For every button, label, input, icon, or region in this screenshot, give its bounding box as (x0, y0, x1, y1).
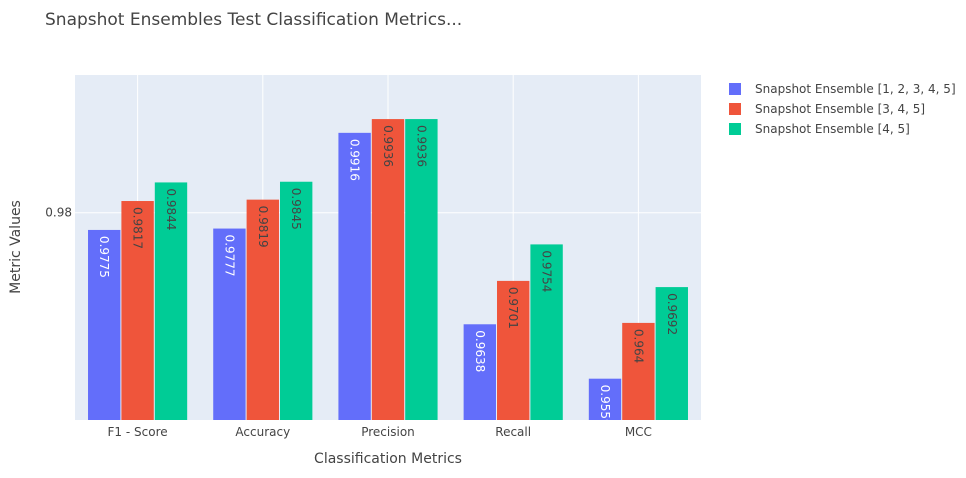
y-axis-ticks: 0.98 (45, 206, 72, 220)
x-tick-label: Accuracy (235, 425, 290, 439)
bar-value-label: 0.9819 (256, 206, 270, 248)
legend-swatch (729, 123, 741, 135)
legend-item-label[interactable]: Snapshot Ensemble [4, 5] (755, 122, 910, 136)
bar-value-label: 0.9638 (473, 330, 487, 372)
bar[interactable] (497, 280, 530, 420)
bar[interactable] (405, 119, 438, 421)
bar[interactable] (588, 378, 622, 420)
bar-labels: 0.9775 0.9777 0.9916 0.9638 0.9559 0.9817 0.98… (97, 125, 679, 427)
x-axis-title: Classification Metrics (314, 451, 462, 467)
bar-value-label: 0.9777 (222, 235, 236, 277)
bar-value-label: 0.9559 (598, 385, 612, 427)
legend-swatch (729, 83, 741, 95)
bar[interactable] (246, 199, 279, 420)
bar[interactable] (622, 322, 655, 420)
chart-title: Snapshot Ensembles Test Classification M… (45, 10, 462, 30)
bar-value-label: 0.9817 (131, 207, 145, 249)
bar-value-label: 0.9692 (665, 293, 679, 335)
bars (88, 119, 688, 421)
bar-value-label: 0.9844 (164, 188, 178, 230)
bar-value-label: 0.9936 (381, 125, 395, 167)
bar[interactable] (530, 244, 563, 420)
bar[interactable] (655, 287, 688, 420)
bar-value-label: 0.9775 (97, 236, 111, 278)
bar-value-label: 0.9701 (506, 287, 520, 329)
bar[interactable] (213, 228, 246, 420)
bar[interactable] (154, 182, 188, 420)
bar[interactable] (371, 119, 405, 421)
bar[interactable] (121, 201, 154, 420)
bar-value-label: 0.9754 (540, 250, 554, 292)
bar[interactable] (338, 132, 371, 421)
bar[interactable] (88, 229, 121, 420)
legend[interactable]: Snapshot Ensemble [1, 2, 3, 4, 5] Snapsho… (729, 82, 956, 136)
bar-value-label: 0.9845 (289, 188, 303, 230)
bar-value-label: 0.9916 (348, 139, 362, 181)
y-axis-title: Metric Values (8, 200, 24, 294)
x-tick-label: MCC (625, 425, 652, 439)
legend-item-label[interactable]: Snapshot Ensemble [1, 2, 3, 4, 5] (755, 82, 956, 96)
x-tick-label: Precision (361, 425, 415, 439)
x-tick-label: F1 - Score (108, 425, 168, 439)
legend-swatch (729, 103, 741, 115)
bar-value-label: 0.964 (631, 329, 645, 363)
x-tick-label: Recall (495, 425, 531, 439)
x-axis-ticks: F1 - Score Accuracy Precision Recall MCC (108, 425, 652, 439)
bar[interactable] (279, 181, 313, 420)
legend-item-label[interactable]: Snapshot Ensemble [3, 4, 5] (755, 102, 925, 116)
bar-value-label: 0.9936 (414, 125, 428, 167)
bar[interactable] (463, 324, 497, 420)
y-tick-label: 0.98 (45, 206, 72, 220)
